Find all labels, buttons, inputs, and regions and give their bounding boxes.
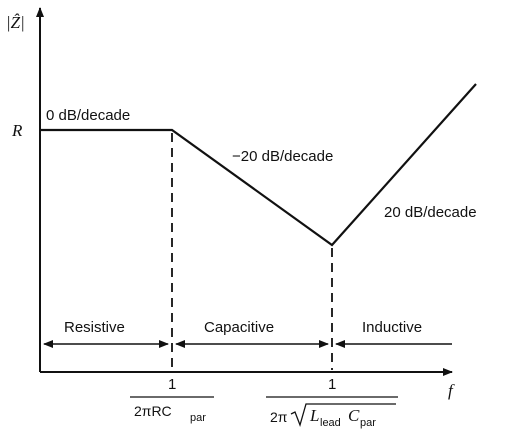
region-resistive-label: Resistive [64,319,125,336]
impedance-curve [40,83,477,247]
region-capacitive-label: Capacitive [204,319,274,336]
breakpoint-1-numerator: 1 [168,376,176,393]
slope-flat-label: 0 dB/decade [46,107,130,124]
breakpoint-2-c: C [348,406,360,425]
slope-down-label: −20 dB/decade [232,148,333,165]
y-tick-r: R [11,121,23,140]
breakpoint-2-fraction: 1 2π L lead C par [266,376,398,429]
region-inductive-label: Inductive [362,319,422,336]
breakpoint-2-c-sub: par [360,417,376,429]
sqrt-sign [290,403,396,428]
breakpoint-2-denominator-prefix: 2π [270,409,288,425]
breakpoint-1-denominator-sub: par [190,412,206,424]
breakpoint-1-denominator: 2πRC [134,403,172,419]
slope-up-label: 20 dB/decade [384,204,477,221]
breakpoint-2-numerator: 1 [328,376,336,393]
y-axis-label: |Ẑ| [6,13,25,32]
x-axis-label: f [448,381,455,400]
breakpoint-2-l: L [309,406,319,425]
breakpoint-1-fraction: 1 2πRC par [130,376,214,424]
breakpoint-2-l-sub: lead [320,417,341,429]
